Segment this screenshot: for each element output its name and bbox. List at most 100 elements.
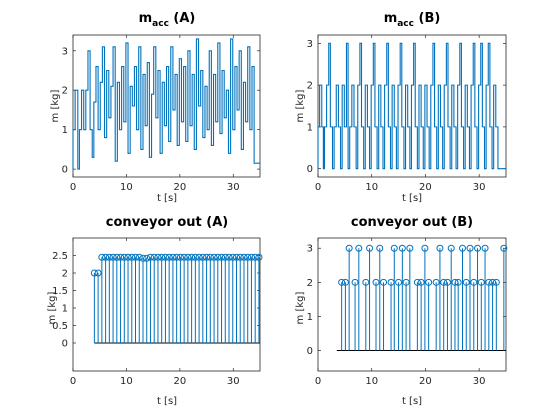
plot-area: 0 10 20 30 0 1 2 3 bbox=[307, 34, 507, 193]
stem-marker bbox=[244, 253, 252, 261]
x-tick-label: 20 bbox=[419, 182, 432, 193]
stem-marker bbox=[124, 253, 132, 261]
stem-marker bbox=[362, 278, 370, 286]
stem-marker bbox=[135, 253, 143, 261]
x-tick-label: 10 bbox=[365, 376, 378, 387]
y-tick-label: 1 bbox=[62, 304, 68, 315]
stem-marker bbox=[425, 278, 433, 286]
x-tick-label: 10 bbox=[120, 376, 133, 387]
stem-marker bbox=[398, 244, 406, 252]
stem-marker bbox=[154, 253, 162, 261]
stem-marker bbox=[180, 253, 188, 261]
stem-marker bbox=[413, 278, 421, 286]
y-axis-label: m [kg] bbox=[295, 89, 306, 122]
y-tick-label: 2 bbox=[62, 86, 68, 97]
stem-marker bbox=[355, 244, 363, 252]
stem-marker bbox=[236, 253, 244, 261]
plot-area: 0 10 20 30 0 1 2 3 bbox=[307, 237, 508, 387]
plot-area: 0 10 20 30 0 0.5 1 1.5 2 2.5 bbox=[52, 237, 263, 387]
stem-marker bbox=[477, 278, 485, 286]
y-axis-label: m [kg] bbox=[47, 291, 58, 324]
stem-marker bbox=[199, 253, 207, 261]
x-tick-label: 20 bbox=[419, 376, 432, 387]
stem-marker bbox=[173, 253, 181, 261]
x-tick-label: 0 bbox=[70, 376, 76, 387]
stem-marker bbox=[176, 253, 184, 261]
x-tick-label: 0 bbox=[70, 182, 76, 193]
stem-marker bbox=[117, 253, 125, 261]
y-axis-label: m [kg] bbox=[295, 291, 306, 324]
stem-marker bbox=[417, 278, 425, 286]
stem-marker bbox=[380, 278, 388, 286]
stem-marker bbox=[421, 244, 429, 252]
stem-marker bbox=[466, 244, 474, 252]
subplot-title: macc (B) bbox=[384, 11, 441, 29]
stem-marker bbox=[251, 253, 259, 261]
stem-marker bbox=[240, 253, 248, 261]
x-tick-label: 10 bbox=[120, 182, 133, 193]
y-tick-label: 0 bbox=[307, 164, 313, 175]
stem-marker bbox=[232, 253, 240, 261]
stem-marker bbox=[150, 253, 158, 261]
stem-marker bbox=[447, 244, 455, 252]
y-tick-label: 1 bbox=[307, 122, 313, 133]
series-line bbox=[72, 38, 260, 170]
x-axis-label: t [s] bbox=[402, 193, 422, 204]
stem-marker bbox=[443, 278, 451, 286]
y-tick-label: 3 bbox=[307, 39, 313, 50]
stem-marker bbox=[390, 244, 398, 252]
stem-marker bbox=[146, 253, 154, 261]
x-tick-label: 20 bbox=[173, 376, 186, 387]
series-line bbox=[317, 42, 506, 170]
stem-marker bbox=[345, 244, 353, 252]
x-tick-label: 10 bbox=[365, 182, 378, 193]
y-tick-label: 3 bbox=[307, 244, 313, 255]
y-tick-label: 2 bbox=[307, 81, 313, 92]
y-tick-label: 1 bbox=[62, 125, 68, 136]
y-tick-label: 0 bbox=[62, 339, 68, 350]
stem-marker bbox=[161, 253, 169, 261]
stem-marker bbox=[341, 278, 349, 286]
stem-marker bbox=[432, 278, 440, 286]
stem-marker bbox=[500, 244, 508, 252]
y-tick-label: 2.5 bbox=[52, 251, 68, 262]
x-tick-label: 30 bbox=[227, 182, 240, 193]
stem-marker bbox=[221, 253, 229, 261]
stem-marker bbox=[191, 253, 199, 261]
stem-marker bbox=[492, 278, 500, 286]
x-tick-label: 30 bbox=[473, 182, 486, 193]
stem-marker bbox=[98, 253, 106, 261]
subplot-title: conveyor out (B) bbox=[351, 215, 473, 230]
stem-marker bbox=[188, 253, 196, 261]
stem-marker bbox=[225, 253, 233, 261]
stem-marker bbox=[406, 244, 414, 252]
y-tick-label: 2 bbox=[307, 278, 313, 289]
stem-marker bbox=[454, 278, 462, 286]
stem-marker bbox=[195, 253, 203, 261]
stem-marker bbox=[470, 278, 478, 286]
stem-marker bbox=[255, 253, 263, 261]
stem-marker bbox=[376, 244, 384, 252]
stem-marker bbox=[436, 244, 444, 252]
y-tick-label: 1.5 bbox=[52, 286, 68, 297]
stem-marker bbox=[120, 253, 128, 261]
y-tick-label: 0 bbox=[307, 346, 313, 357]
y-tick-label: 1 bbox=[307, 312, 313, 323]
stem-marker bbox=[351, 278, 359, 286]
stem-marker bbox=[165, 253, 173, 261]
y-tick-label: 0.5 bbox=[52, 321, 68, 332]
stem-marker bbox=[206, 253, 214, 261]
plot-area: 0 10 20 30 0 1 2 3 bbox=[62, 34, 261, 193]
stem-marker bbox=[229, 253, 237, 261]
stem-marker bbox=[440, 278, 448, 286]
stem-marker bbox=[247, 253, 255, 261]
y-axis-label: m [kg] bbox=[50, 89, 61, 122]
stem-marker bbox=[105, 253, 113, 261]
stem-marker bbox=[214, 253, 222, 261]
x-tick-label: 30 bbox=[473, 376, 486, 387]
stem-marker bbox=[143, 254, 151, 262]
stem-marker bbox=[169, 253, 177, 261]
stem-marker bbox=[489, 278, 497, 286]
stem-marker bbox=[210, 253, 218, 261]
